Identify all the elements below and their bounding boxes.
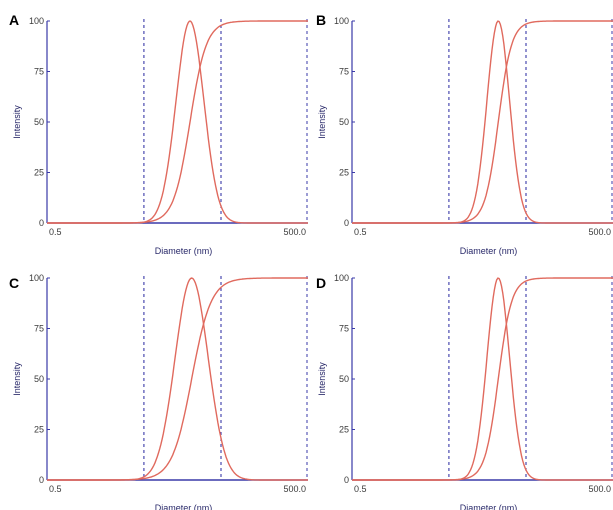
panel-c-y-tick-label: 50 — [34, 374, 44, 384]
panel-b-x-tick-label-max: 500.0 — [588, 227, 611, 237]
panel-c-y-tick-label: 25 — [34, 425, 44, 435]
panel-d-y-tick-label: 50 — [339, 374, 349, 384]
panel-d-y-axis-title: Intensity — [317, 362, 327, 396]
panel-c-letter: C — [9, 275, 19, 291]
panel-d-y-tick-label: 0 — [344, 475, 349, 485]
panel-d-distribution-curve — [352, 277, 613, 481]
panel-c-y-tick-label: 75 — [34, 324, 44, 334]
panel-c-y-axis-title: Intensity — [12, 362, 22, 396]
panel-d-x-tick-label-max: 500.0 — [588, 484, 611, 494]
panel-d-y-tick-label: 100 — [334, 273, 349, 283]
panel-a-y-tick-label: 100 — [29, 16, 44, 26]
panel-a-y-tick-label: 75 — [34, 67, 44, 77]
panel-d-cumulative-curve — [352, 277, 613, 481]
panel-b-y-axis-title: Intensity — [317, 105, 327, 139]
panel-c-y-tick-label: 0 — [39, 475, 44, 485]
panel-a-distribution-curve — [47, 20, 308, 224]
panel-d-x-tick-label-min: 0.5 — [354, 484, 367, 494]
panel-c-x-axis-title: Diameter (nm) — [155, 503, 213, 510]
panel-b-y-tick-label: 75 — [339, 67, 349, 77]
panel-b-y-tick-label: 25 — [339, 168, 349, 178]
panel-b-distribution-curve — [352, 20, 613, 224]
panel-b-x-axis-title: Diameter (nm) — [460, 246, 518, 256]
panel-a-cumulative-curve — [47, 20, 308, 224]
panel-d-y-tick-label: 75 — [339, 324, 349, 334]
panel-a-y-axis-title: Intensity — [12, 105, 22, 139]
panel-b-cumulative-curve — [352, 20, 613, 224]
panel-d-x-axis-title: Diameter (nm) — [460, 503, 518, 510]
panel-a-y-tick-label: 50 — [34, 117, 44, 127]
panel-b-letter: B — [316, 12, 326, 28]
panel-c-x-tick-label-max: 500.0 — [283, 484, 306, 494]
panel-c-x-tick-label-min: 0.5 — [49, 484, 62, 494]
panel-b-y-tick-label: 0 — [344, 218, 349, 228]
panel-c-distribution-curve — [47, 277, 308, 481]
panel-a-x-tick-label-min: 0.5 — [49, 227, 62, 237]
panel-a-x-axis-title: Diameter (nm) — [155, 246, 213, 256]
panel-a-x-tick-label-max: 500.0 — [283, 227, 306, 237]
panel-d-y-tick-label: 25 — [339, 425, 349, 435]
panel-a-letter: A — [9, 12, 19, 28]
panel-b-x-tick-label-min: 0.5 — [354, 227, 367, 237]
panel-b-y-tick-label: 100 — [334, 16, 349, 26]
panel-a-y-tick-label: 0 — [39, 218, 44, 228]
panel-d-letter: D — [316, 275, 326, 291]
panel-c-cumulative-curve — [47, 277, 308, 481]
panel-c-y-tick-label: 100 — [29, 273, 44, 283]
panel-a-y-tick-label: 25 — [34, 168, 44, 178]
panel-b-y-tick-label: 50 — [339, 117, 349, 127]
